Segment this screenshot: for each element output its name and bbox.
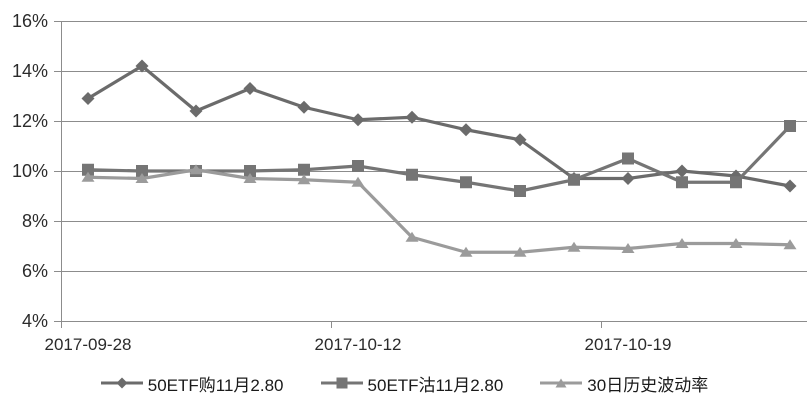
svg-text:2017-10-12: 2017-10-12 [315,335,402,354]
volatility-chart: 4%6%8%10%12%14%16%2017-09-28 2017-10-12 20… [12,11,807,354]
legend-item-call-option: 50ETF购11月2.80 [100,371,284,396]
svg-text:14%: 14% [12,61,48,81]
svg-text:4%: 4% [22,311,48,331]
x-axis-labels: 2017-09-28 2017-10-12 2017-10-19 [45,335,672,354]
svg-text:6%: 6% [22,261,48,281]
square-series-marker-icon [320,375,364,391]
chart-legend: 50ETF购11月2.80 50ETF沽11月2.80 30日历史波动率 [0,366,808,400]
legend-label-historical-volatility: 30日历史波动率 [587,375,709,395]
series-2 [82,120,796,197]
legend-label-call-option: 50ETF购11月2.80 [147,375,284,395]
series-1 [81,59,797,193]
svg-text:2017-09-28: 2017-09-28 [45,335,132,354]
svg-text:16%: 16% [12,11,48,31]
series-3 [81,164,797,257]
diamond-series-marker-icon [100,375,144,391]
legend-item-historical-volatility: 30日历史波动率 [539,371,708,396]
svg-text:12%: 12% [12,111,48,131]
gridlines [61,21,807,272]
triangle-series-marker-icon [539,375,583,391]
y-axis-labels: 4% 6% 8% 10% 12% 14% 16% [12,11,48,331]
legend-label-put-option: 50ETF沽11月2.80 [367,375,504,395]
legend-item-put-option: 50ETF沽11月2.80 [320,371,504,396]
axes [54,21,807,328]
svg-text:8%: 8% [22,211,48,231]
svg-text:2017-10-19: 2017-10-19 [585,335,672,354]
svg-text:10%: 10% [12,161,48,181]
